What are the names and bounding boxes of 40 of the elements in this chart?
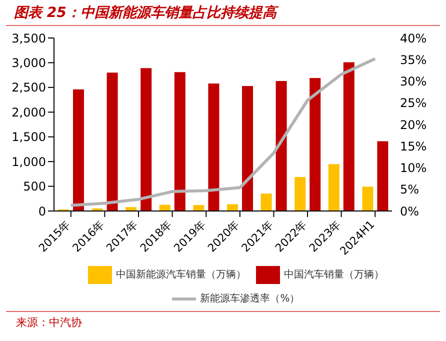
y2-tick-label: 25% bbox=[400, 96, 427, 110]
bar bbox=[328, 164, 340, 211]
y-tick-label: 2,000 bbox=[12, 105, 46, 120]
bar bbox=[193, 205, 204, 211]
y-tick-label: 0 bbox=[38, 204, 46, 218]
bar bbox=[208, 83, 220, 211]
bar bbox=[174, 72, 186, 211]
source-note: 来源：中汽协 bbox=[6, 311, 440, 333]
y-tick-label: 3,000 bbox=[12, 56, 46, 70]
chart-title: 图表 25：中国新能源车销量占比持续提高 bbox=[6, 0, 440, 26]
bar bbox=[242, 86, 253, 211]
legend-label: 新能源车渗透率（%） bbox=[200, 294, 300, 305]
y-tick-label: 1,000 bbox=[12, 154, 46, 169]
y-tick-label: 1,500 bbox=[12, 130, 46, 144]
y2-tick-label: 5% bbox=[400, 182, 420, 197]
y2-tick-label: 10% bbox=[400, 161, 427, 176]
bar bbox=[362, 186, 374, 211]
bar bbox=[106, 72, 118, 211]
y-tick-label: 500 bbox=[23, 180, 46, 194]
y2-tick-label: 0% bbox=[400, 204, 420, 218]
bar bbox=[126, 207, 137, 211]
y2-tick-label: 30% bbox=[400, 74, 427, 89]
bar bbox=[140, 68, 152, 211]
bar bbox=[73, 89, 84, 211]
y-tick-label: 2,500 bbox=[12, 80, 46, 95]
legend-label: 中国汽车销量（万辆） bbox=[284, 270, 384, 281]
y2-tick-label: 20% bbox=[400, 118, 427, 132]
bar bbox=[310, 78, 321, 211]
y2-tick-label: 15% bbox=[400, 139, 427, 154]
y2-tick-label: 40% bbox=[400, 31, 427, 46]
legend-label: 中国新能源汽车销量（万辆） bbox=[116, 270, 246, 281]
bar bbox=[343, 62, 354, 211]
bar bbox=[227, 204, 238, 211]
line-series bbox=[69, 57, 377, 207]
bar bbox=[260, 194, 272, 211]
y-tick-label: 3,500 bbox=[12, 31, 46, 46]
bar bbox=[294, 176, 306, 211]
bar bbox=[276, 81, 287, 211]
y2-tick-label: 35% bbox=[400, 52, 427, 67]
bar bbox=[377, 141, 388, 211]
